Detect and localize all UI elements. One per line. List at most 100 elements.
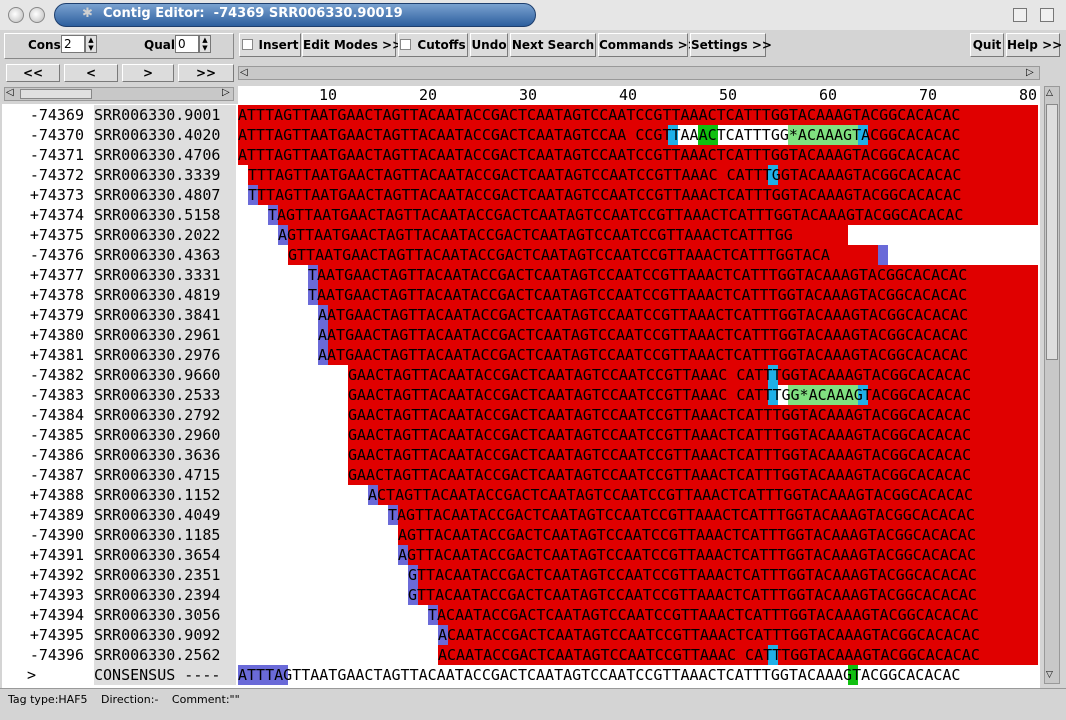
read-sequence[interactable]: GAACTAGTTACAATACCGACTCAATAGTCCAATCCGTTAA… — [238, 445, 1040, 465]
read-name[interactable]: SRR006330.1152 — [94, 485, 236, 505]
read-sequence[interactable]: GAACTAGTTACAATACCGACTCAATAGTCCAATCCGTTAA… — [238, 405, 1040, 425]
read-sequence[interactable]: AATGAACTAGTTACAATACCGACTCAATAGTCCAATCCGT… — [238, 325, 1040, 345]
read-sequence[interactable]: TACAATACCGACTCAATAGTCCAATCCGTTAAACTCATTT… — [238, 605, 1040, 625]
scroll-first-button[interactable]: << — [6, 64, 60, 82]
consensus-row[interactable]: > CONSENSUS ---- — [2, 665, 238, 685]
scroll-left-arrow-icon[interactable]: ◁ — [240, 67, 248, 78]
read-row[interactable]: -74376 SRR006330.4363 — [2, 245, 238, 265]
help-button[interactable]: Help >> — [1006, 33, 1062, 57]
read-row[interactable]: +74395 SRR006330.9092 — [2, 625, 238, 645]
read-sequence[interactable]: AATGAACTAGTTACAATACCGACTCAATAGTCCAATCCGT… — [238, 305, 1040, 325]
read-sequence[interactable]: GAACTAGTTACAATACCGACTCAATAGTCCAATCCGTTAA… — [238, 385, 1040, 405]
read-name[interactable]: SRR006330.9092 — [94, 625, 236, 645]
read-name[interactable]: SRR006330.4807 — [94, 185, 236, 205]
read-row[interactable]: -74370 SRR006330.4020 — [2, 125, 238, 145]
scroll-up-arrow-icon[interactable]: △ — [1046, 88, 1053, 98]
read-sequence[interactable]: TTTAGTTAATGAACTAGTTACAATACCGACTCAATAGTCC… — [238, 185, 1040, 205]
close-icon[interactable] — [1040, 8, 1054, 22]
read-name[interactable]: SRR006330.3056 — [94, 605, 236, 625]
read-name[interactable]: SRR006330.1185 — [94, 525, 236, 545]
read-name[interactable]: SRR006330.9001 — [94, 105, 236, 125]
scroll-prev-button[interactable]: < — [64, 64, 118, 82]
read-sequence[interactable]: ATTTAGTTAATGAACTAGTTACAATACCGACTCAATAGTC… — [238, 125, 1040, 145]
read-name[interactable]: SRR006330.9660 — [94, 365, 236, 385]
vertical-scroll-thumb[interactable] — [1046, 104, 1058, 360]
read-name[interactable]: SRR006330.2792 — [94, 405, 236, 425]
settings-button[interactable]: Settings >> — [690, 33, 772, 57]
undo-button[interactable]: Undo — [470, 33, 508, 57]
read-name[interactable]: SRR006330.2562 — [94, 645, 236, 665]
read-name[interactable]: SRR006330.2022 — [94, 225, 236, 245]
read-row[interactable]: -74386 SRR006330.3636 — [2, 445, 238, 465]
read-name[interactable]: SRR006330.4049 — [94, 505, 236, 525]
read-name[interactable]: SRR006330.3654 — [94, 545, 236, 565]
read-sequence[interactable]: ATTTAGTTAATGAACTAGTTACAATACCGACTCAATAGTC… — [238, 145, 1040, 165]
consensus-sequence[interactable]: ATTTAGTTAATGAACTAGTTACAATACCGACTCAATAGTC… — [238, 665, 1040, 685]
window-shade-icon[interactable] — [29, 7, 45, 23]
read-row[interactable]: -74396 SRR006330.2562 — [2, 645, 238, 665]
read-name[interactable]: SRR006330.4706 — [94, 145, 236, 165]
read-sequence[interactable]: TTTAGTTAATGAACTAGTTACAATACCGACTCAATAGTCC… — [238, 165, 1040, 185]
minimize-icon[interactable] — [1013, 8, 1027, 22]
read-name[interactable]: SRR006330.2533 — [94, 385, 236, 405]
read-sequence[interactable]: TAGTTACAATACCGACTCAATAGTCCAATCCGTTAAACTC… — [238, 505, 1040, 525]
read-name[interactable]: SRR006330.3841 — [94, 305, 236, 325]
read-row[interactable]: -74372 SRR006330.3339 — [2, 165, 238, 185]
cons-stepper-arrows-icon[interactable]: ▲ ▼ — [85, 35, 97, 53]
read-name[interactable]: SRR006330.4020 — [94, 125, 236, 145]
read-row[interactable]: -74384 SRR006330.2792 — [2, 405, 238, 425]
read-name[interactable]: SRR006330.3636 — [94, 445, 236, 465]
read-sequence[interactable]: GTTACAATACCGACTCAATAGTCCAATCCGTTAAACTCAT… — [238, 585, 1040, 605]
read-name[interactable]: SRR006330.3331 — [94, 265, 236, 285]
read-row[interactable]: +74373 SRR006330.4807 — [2, 185, 238, 205]
read-row[interactable]: -74390 SRR006330.1185 — [2, 525, 238, 545]
read-row[interactable]: +74388 SRR006330.1152 — [2, 485, 238, 505]
read-row[interactable]: -74383 SRR006330.2533 — [2, 385, 238, 405]
cutoffs-toggle[interactable]: Cutoffs — [398, 33, 468, 57]
read-sequence[interactable]: ATTTAGTTAATGAACTAGTTACAATACCGACTCAATAGTC… — [238, 105, 1040, 125]
read-row[interactable]: -74382 SRR006330.9660 — [2, 365, 238, 385]
commands-button[interactable]: Commands >> — [598, 33, 698, 57]
read-name[interactable]: SRR006330.2961 — [94, 325, 236, 345]
read-sequence[interactable]: AGTTACAATACCGACTCAATAGTCCAATCCGTTAAACTCA… — [238, 525, 1040, 545]
scroll-down-arrow-icon[interactable]: ▽ — [1046, 670, 1053, 680]
read-sequence[interactable]: ACAATACCGACTCAATAGTCCAATCCGTTAAACTCATTTG… — [238, 625, 1040, 645]
read-row[interactable]: -74369 SRR006330.9001 — [2, 105, 238, 125]
names-scroll-thumb[interactable] — [20, 89, 92, 99]
horizontal-scrollbar[interactable] — [238, 66, 1040, 80]
read-sequence[interactable]: AGTTAATGAACTAGTTACAATACCGACTCAATAGTCCAAT… — [238, 225, 1040, 245]
scroll-right-arrow-icon[interactable]: ▷ — [1026, 67, 1034, 78]
read-sequence[interactable]: GAACTAGTTACAATACCGACTCAATAGTCCAATCCGTTAA… — [238, 365, 1040, 385]
read-name[interactable]: SRR006330.2351 — [94, 565, 236, 585]
names-scroll-left-icon[interactable]: ◁ — [6, 87, 14, 98]
read-row[interactable]: +74389 SRR006330.4049 — [2, 505, 238, 525]
read-sequence[interactable]: AGTTACAATACCGACTCAATAGTCCAATCCGTTAAACTCA… — [238, 545, 1040, 565]
read-row[interactable]: +74392 SRR006330.2351 — [2, 565, 238, 585]
read-name[interactable]: SRR006330.5158 — [94, 205, 236, 225]
read-row[interactable]: +74379 SRR006330.3841 — [2, 305, 238, 325]
names-scroll-right-icon[interactable]: ▷ — [222, 87, 230, 98]
read-row[interactable]: +74375 SRR006330.2022 — [2, 225, 238, 245]
window-menu-icon[interactable] — [8, 7, 24, 23]
read-row[interactable]: -74385 SRR006330.2960 — [2, 425, 238, 445]
read-row[interactable]: +74374 SRR006330.5158 — [2, 205, 238, 225]
read-name[interactable]: SRR006330.4715 — [94, 465, 236, 485]
read-sequence[interactable]: GTTACAATACCGACTCAATAGTCCAATCCGTTAAACTCAT… — [238, 565, 1040, 585]
read-name[interactable]: SRR006330.2394 — [94, 585, 236, 605]
read-row[interactable]: +74377 SRR006330.3331 — [2, 265, 238, 285]
read-row[interactable]: +74391 SRR006330.3654 — [2, 545, 238, 565]
read-name[interactable]: SRR006330.4819 — [94, 285, 236, 305]
edit-modes-button[interactable]: Edit Modes >> — [302, 33, 402, 57]
read-sequence[interactable]: GAACTAGTTACAATACCGACTCAATAGTCCAATCCGTTAA… — [238, 465, 1040, 485]
scroll-last-button[interactable]: >> — [178, 64, 234, 82]
read-sequence[interactable]: TAGTTAATGAACTAGTTACAATACCGACTCAATAGTCCAA… — [238, 205, 1040, 225]
read-sequence[interactable]: TAATGAACTAGTTACAATACCGACTCAATAGTCCAATCCG… — [238, 285, 1040, 305]
next-search-button[interactable]: Next Search — [510, 33, 596, 57]
quit-button[interactable]: Quit — [970, 33, 1004, 57]
read-sequence[interactable]: ACAATACCGACTCAATAGTCCAATCCGTTAAAC CATTTG… — [238, 645, 1040, 665]
sequence-panel[interactable]: ATTTAGTTAATGAACTAGTTACAATACCGACTCAATAGTC… — [238, 104, 1040, 688]
read-sequence[interactable]: AATGAACTAGTTACAATACCGACTCAATAGTCCAATCCGT… — [238, 345, 1040, 365]
read-name[interactable]: SRR006330.4363 — [94, 245, 236, 265]
insert-toggle[interactable]: Insert — [239, 33, 301, 57]
qual-stepper-arrows-icon[interactable]: ▲ ▼ — [199, 35, 211, 53]
